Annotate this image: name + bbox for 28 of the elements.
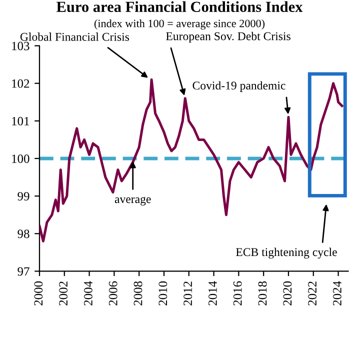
- x-tick-label: 2002: [59, 282, 68, 306]
- y-tick-label: 103: [12, 42, 30, 50]
- y-tick-label: 98: [18, 230, 30, 238]
- x-tick-label: 2018: [258, 281, 267, 306]
- x-tick-label: 2000: [34, 281, 43, 306]
- x-tick-label: 2004: [84, 281, 92, 306]
- x-tick-label: 2008: [134, 281, 142, 306]
- annotation: European Sov. Debt Crisis: [166, 32, 290, 43]
- chart-subtitle: (index with 100 = average since 2000): [94, 19, 265, 30]
- x-tick-label: 2022: [308, 282, 316, 306]
- y-tick-label: 101: [12, 116, 30, 126]
- y-tick-label: 97: [18, 267, 30, 276]
- y-tick-label: 100: [12, 154, 30, 163]
- x-tick-label: 2014: [208, 281, 217, 306]
- annotation: ECB tightening cycle: [236, 248, 337, 259]
- x-tick-label: 2012: [184, 282, 192, 306]
- chart-title: Euro area Financial Conditions Index: [56, 1, 303, 12]
- x-tick-label: 2020: [283, 281, 292, 306]
- annotation: Global Financial Crisis: [20, 32, 130, 41]
- y-tick-label: 99: [18, 192, 30, 201]
- x-tick-label: 2016: [233, 281, 242, 306]
- line-series: [39, 78, 344, 242]
- annotation: Covid-19 pandemic: [192, 81, 286, 92]
- x-tick-label: 2024: [332, 281, 342, 306]
- annotation: average: [114, 196, 151, 206]
- y-tick-label: 102: [12, 79, 30, 88]
- x-tick-label: 2010: [158, 281, 168, 306]
- x-tick-label: 2006: [108, 281, 118, 306]
